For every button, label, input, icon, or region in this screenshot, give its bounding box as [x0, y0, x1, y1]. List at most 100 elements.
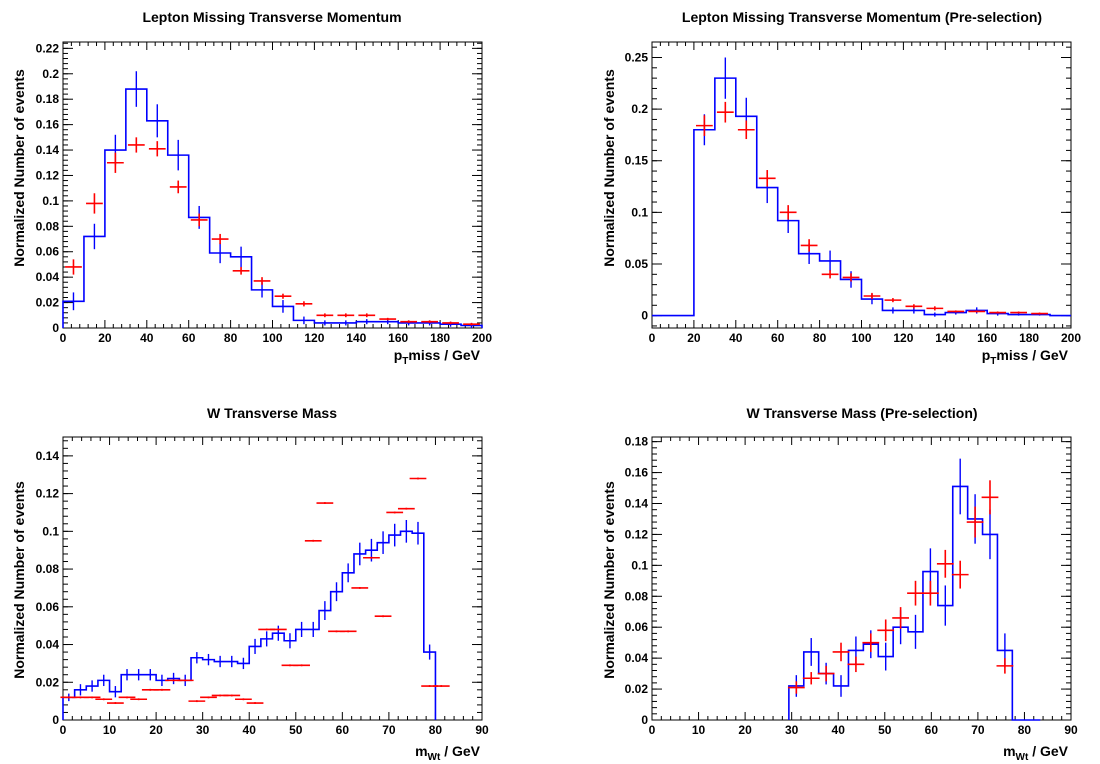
chart-title: W Transverse Mass (Pre-selection)	[746, 405, 977, 421]
x-tick-label: 60	[336, 723, 350, 737]
x-tick-label: 120	[893, 331, 913, 345]
x-tick-label: 70	[971, 723, 985, 737]
y-tick-label: 0.06	[36, 245, 60, 259]
x-tick-label: 20	[687, 331, 701, 345]
chart-w-transverse-mass: W Transverse Mass Normalized Number of e…	[11, 405, 489, 763]
x-axis-label-main: p	[982, 347, 991, 363]
plot-area: 0 10 20 30 40 50 60 70 80 90 0 0.02 0.04 0.06 0.08 0.1 0…	[36, 436, 489, 737]
x-axis-label: pTmiss / GeV	[394, 347, 481, 367]
y-tick-label: 0.05	[625, 257, 649, 271]
chart-lepton-ptmiss: Lepton Missing Transverse Momentum Norma…	[11, 9, 492, 367]
chart-title: W Transverse Mass	[207, 405, 337, 421]
y-tick-label: 0.14	[36, 449, 60, 463]
x-tick-label: 10	[692, 723, 706, 737]
y-tick-label: 0.18	[36, 92, 60, 106]
x-tick-label: 40	[243, 723, 257, 737]
x-tick-label: 40	[140, 331, 154, 345]
chart-title: Lepton Missing Transverse Momentum (Pre-…	[682, 9, 1042, 25]
y-tick-label: 0.25	[625, 50, 649, 64]
x-tick-label: 180	[1019, 331, 1039, 345]
x-tick-label: 160	[977, 331, 997, 345]
y-tick-label: 0.2	[631, 102, 648, 116]
y-tick-label: 0.06	[36, 600, 60, 614]
y-tick-label: 0	[52, 321, 59, 335]
mc-histogram	[652, 77, 1071, 317]
chart-w-transverse-mass-preselection: W Transverse Mass (Pre-selection) Normal…	[601, 405, 1078, 763]
y-axis-label: Normalized Number of events	[601, 481, 617, 679]
x-tick-label: 10	[103, 723, 117, 737]
y-tick-label: 0	[641, 309, 648, 323]
y-tick-label: 0.08	[36, 219, 60, 233]
x-tick-label: 40	[729, 331, 743, 345]
y-axis-label: Normalized Number of events	[11, 69, 27, 267]
x-tick-label: 90	[1064, 723, 1078, 737]
x-axis-label-main: p	[394, 347, 403, 363]
x-axis-label-main: m	[1003, 743, 1015, 759]
mc-histogram	[62, 530, 437, 720]
mc-histogram	[62, 88, 483, 328]
y-tick-label: 0.22	[36, 41, 60, 55]
x-tick-label: 80	[224, 331, 238, 345]
x-axis-label-rest: miss / GeV	[996, 347, 1068, 363]
x-tick-label: 20	[738, 723, 752, 737]
x-axis-label-rest: / GeV	[440, 743, 480, 759]
y-tick-label: 0.1	[631, 558, 648, 572]
x-axis-label: mWt / GeV	[415, 743, 481, 763]
x-tick-label: 100	[851, 331, 871, 345]
y-tick-label: 0.2	[42, 67, 59, 81]
y-axis-label: Normalized Number of events	[11, 481, 27, 679]
y-tick-label: 0.16	[625, 466, 649, 480]
x-axis-label: pTmiss / GeV	[982, 347, 1069, 367]
y-tick-label: 0.1	[42, 524, 59, 538]
y-tick-label: 0.18	[625, 435, 649, 449]
x-tick-label: 100	[262, 331, 282, 345]
y-tick-label: 0.04	[36, 270, 60, 284]
plot-area: 0 20 40 60 80 100 120 140 160 180 200 0 0.05 0.1 0.15 0…	[625, 41, 1081, 345]
y-tick-label: 0.04	[625, 651, 649, 665]
x-tick-label: 30	[196, 723, 210, 737]
x-tick-label: 20	[98, 331, 112, 345]
x-tick-label: 140	[346, 331, 366, 345]
x-tick-label: 140	[935, 331, 955, 345]
y-tick-label: 0.16	[36, 118, 60, 132]
plot-area: 0 20 40 60 80 100 120 140 160 180 200 0 0.02 0.04 0.06…	[36, 41, 493, 345]
y-tick-label: 0.12	[625, 527, 649, 541]
y-tick-label: 0.06	[625, 620, 649, 634]
x-tick-label: 80	[429, 723, 443, 737]
x-axis-label-sub: T	[990, 356, 996, 367]
x-axis-label-sub: Wt	[1016, 752, 1029, 763]
chart-title: Lepton Missing Transverse Momentum	[142, 9, 401, 25]
x-tick-label: 120	[304, 331, 324, 345]
x-axis-label-sub: T	[402, 356, 408, 367]
plot-area: 0 10 20 30 40 50 60 70 80 90 0 0.02 0.04 0.06 0.08 0.1 0…	[625, 435, 1078, 737]
x-axis-label: mWt / GeV	[1003, 743, 1069, 763]
y-tick-label: 0.12	[36, 168, 60, 182]
x-tick-label: 60	[182, 331, 196, 345]
x-tick-label: 60	[771, 331, 785, 345]
x-tick-label: 0	[60, 331, 67, 345]
x-axis-label-main: m	[415, 743, 427, 759]
x-tick-label: 0	[60, 723, 67, 737]
y-tick-label: 0.1	[42, 194, 59, 208]
y-tick-label: 0.14	[36, 143, 60, 157]
x-tick-label: 20	[149, 723, 163, 737]
y-tick-label: 0.02	[625, 682, 649, 696]
y-tick-label: 0	[641, 713, 648, 727]
x-tick-label: 0	[649, 331, 656, 345]
y-tick-label: 0.04	[36, 638, 60, 652]
y-tick-label: 0.1	[631, 205, 648, 219]
x-tick-label: 50	[878, 723, 892, 737]
x-tick-label: 0	[649, 723, 656, 737]
x-tick-label: 70	[382, 723, 396, 737]
x-tick-label: 30	[785, 723, 799, 737]
x-tick-label: 40	[832, 723, 846, 737]
x-tick-label: 90	[475, 723, 489, 737]
y-tick-label: 0.15	[625, 154, 649, 168]
plot-frame	[62, 436, 483, 721]
x-tick-label: 80	[813, 331, 827, 345]
y-tick-label: 0.08	[36, 562, 60, 576]
y-axis-label: Normalized Number of events	[601, 69, 617, 267]
x-tick-label: 200	[472, 331, 492, 345]
x-axis-label-rest: miss / GeV	[408, 347, 480, 363]
